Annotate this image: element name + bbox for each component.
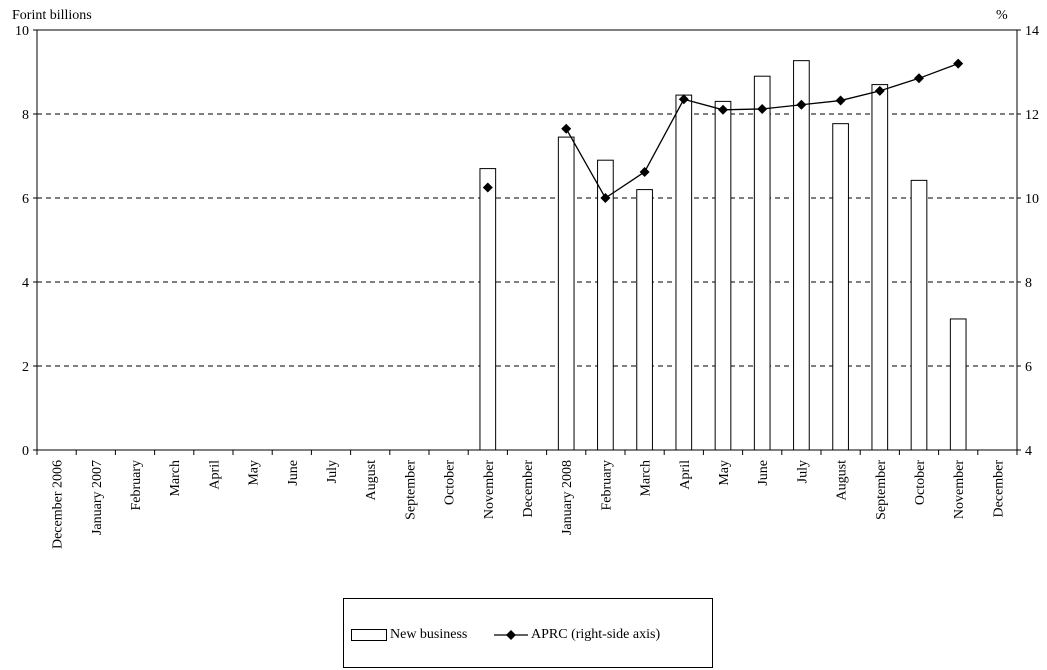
aprc-point — [561, 123, 572, 134]
aprc-point — [718, 104, 728, 115]
aprc-point — [482, 182, 493, 193]
x-tick-label: February — [129, 460, 144, 511]
right-tick-label: 12 — [1025, 108, 1039, 123]
left-tick-label: 10 — [15, 24, 29, 39]
left-y-axis: 0 2 4 6 8 10 — [15, 24, 37, 459]
bar — [557, 136, 575, 451]
x-tick-label: June — [286, 460, 301, 486]
x-tick-label: March — [639, 460, 654, 497]
x-tick-label: September — [874, 460, 889, 520]
diamond-line-swatch-icon — [494, 629, 528, 640]
x-tick-label: August — [364, 460, 379, 501]
aprc-point — [639, 166, 650, 177]
right-tick-label: 8 — [1025, 276, 1032, 291]
right-tick-label: 6 — [1025, 360, 1032, 375]
x-tick-label: April — [207, 460, 222, 490]
legend-item-bar: New business — [351, 627, 467, 643]
aprc-point — [953, 58, 964, 69]
left-tick-label: 4 — [22, 276, 29, 291]
bar-series — [479, 60, 967, 451]
legend-label-line: APRC (right-side axis) — [531, 627, 661, 642]
legend: New business APRC (right-side axis) — [343, 598, 713, 668]
aprc-point — [678, 94, 689, 105]
line-series — [482, 58, 964, 203]
aprc-point — [600, 193, 611, 203]
left-axis-unit: Forint billions — [12, 8, 92, 23]
bar — [832, 123, 849, 451]
bar — [753, 75, 771, 451]
bar — [479, 168, 497, 451]
right-tick-label: 14 — [1025, 24, 1039, 39]
legend-item-line: APRC (right-side axis) — [494, 627, 660, 643]
x-tick-label: July — [795, 460, 810, 483]
gridlines — [37, 113, 1017, 367]
axes — [36, 29, 1018, 451]
bar — [714, 100, 732, 451]
x-tick-label: January 2008 — [560, 460, 575, 535]
aprc-point — [874, 85, 885, 96]
x-tick-label: September — [403, 460, 418, 520]
x-tick-label: May — [247, 460, 262, 486]
x-tick-label: March — [168, 460, 183, 497]
x-tick-label: June — [756, 460, 771, 486]
x-tick-label: August — [835, 460, 850, 501]
legend-label-bar: New business — [390, 627, 468, 642]
left-tick-label: 0 — [22, 444, 29, 459]
right-tick-label: 4 — [1025, 444, 1032, 459]
bar — [597, 159, 614, 451]
x-tick-label: December — [521, 460, 536, 518]
x-tick-label: July — [325, 460, 340, 483]
x-tick-label: December 2006 — [51, 460, 66, 549]
bar — [636, 189, 653, 451]
aprc-point — [914, 73, 924, 84]
x-axis: December 2006 January 2007 February March Ap… — [36, 450, 1018, 549]
right-y-axis: 4 6 8 10 12 14 — [1017, 24, 1039, 459]
x-tick-label: February — [599, 460, 614, 511]
bar — [910, 179, 928, 451]
x-tick-label: April — [678, 460, 693, 490]
x-tick-label: November — [482, 460, 497, 519]
bar — [793, 60, 810, 451]
x-tick-label: January 2007 — [90, 460, 105, 535]
aprc-point — [757, 103, 768, 114]
x-tick-label: October — [913, 460, 928, 505]
x-tick-label: May — [717, 460, 732, 486]
bar — [871, 84, 889, 451]
x-tick-label: November — [952, 460, 967, 519]
left-tick-label: 8 — [22, 108, 29, 123]
x-tick-label: October — [443, 460, 458, 505]
left-tick-label: 6 — [22, 192, 29, 207]
aprc-point — [835, 95, 846, 106]
x-tick-label: December — [991, 460, 1006, 518]
right-tick-label: 10 — [1025, 192, 1039, 207]
left-tick-label: 2 — [22, 360, 29, 375]
bar-swatch-icon — [351, 628, 387, 641]
bar — [675, 94, 693, 451]
aprc-point — [796, 99, 807, 110]
bar — [949, 318, 967, 451]
right-axis-unit: % — [996, 8, 1008, 23]
